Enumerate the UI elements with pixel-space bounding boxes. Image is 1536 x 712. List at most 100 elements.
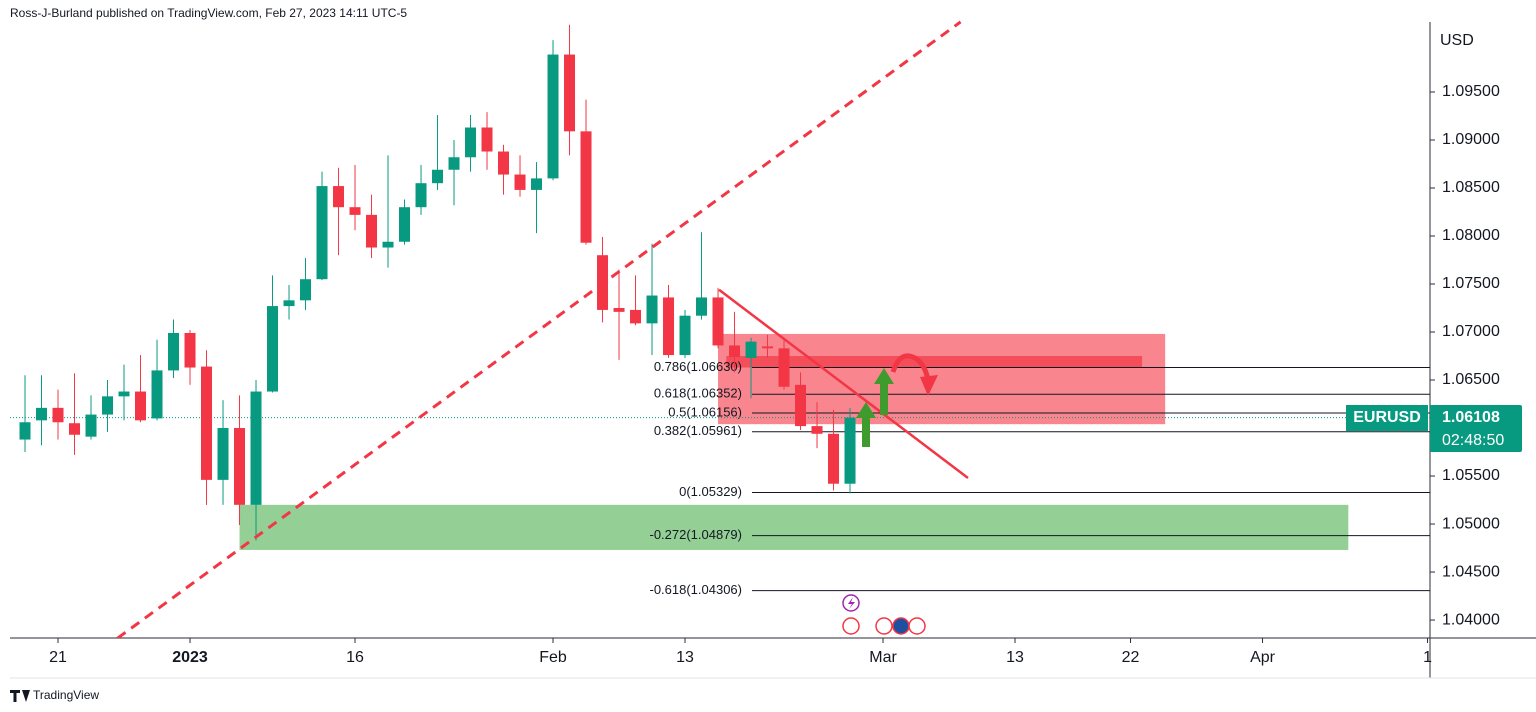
- fib-label: 0.5(1.06156): [668, 404, 742, 419]
- price-tag: EURUSD 1.06108 02:48:50: [1346, 405, 1522, 452]
- candle-body: [514, 174, 526, 190]
- candle-body: [547, 54, 559, 179]
- candle-body: [135, 391, 147, 421]
- candle-body: [283, 300, 295, 307]
- y-tick-label: 1.05000: [1442, 515, 1500, 532]
- annotations: [842, 353, 938, 635]
- candle-body: [366, 214, 378, 248]
- candle-body: [382, 241, 394, 248]
- candle-body: [663, 297, 675, 356]
- candle-body: [646, 295, 658, 324]
- candle-body: [151, 370, 163, 419]
- candle-body: [217, 428, 229, 480]
- candle-body: [762, 346, 774, 349]
- candle-body: [465, 127, 477, 158]
- x-tick-label: Feb: [539, 649, 567, 666]
- candle-body: [448, 157, 460, 170]
- candle-body: [85, 414, 97, 437]
- zone: [726, 356, 1143, 368]
- x-tick-label: 13: [676, 649, 694, 666]
- header: Ross-J-Burland published on TradingView.…: [10, 6, 407, 20]
- candle-body: [415, 183, 427, 208]
- candle-body: [828, 433, 840, 484]
- candle-body: [52, 407, 64, 423]
- candle-body: [399, 207, 411, 242]
- candle-body: [729, 345, 741, 357]
- currency: USD: [1440, 32, 1474, 49]
- candle-body: [844, 417, 856, 484]
- candle-body: [36, 407, 48, 421]
- brand: TradingView: [33, 688, 99, 702]
- flag-icon: [908, 617, 926, 635]
- candle-body: [498, 151, 510, 175]
- fib-label: 0(1.05329): [679, 484, 742, 499]
- flag-icon: [875, 617, 893, 635]
- price-box: [1430, 405, 1522, 452]
- candle-body: [19, 422, 31, 440]
- flag-icon: [842, 617, 860, 635]
- candle-body: [712, 297, 724, 346]
- fib-label: 0.382(1.05961): [654, 423, 742, 438]
- y-tick-label: 1.04500: [1442, 563, 1500, 580]
- trendline: [116, 20, 962, 638]
- candle-body: [696, 297, 708, 316]
- candle-body: [333, 186, 345, 208]
- logo: [10, 690, 30, 702]
- countdown: 02:48:50: [1442, 432, 1504, 449]
- candle-body: [745, 341, 757, 358]
- candle-body: [613, 308, 625, 312]
- candle-body: [630, 309, 642, 324]
- trendline: [718, 288, 969, 479]
- y-tick-label: 1.04000: [1442, 611, 1500, 628]
- fib-label: 0.618(1.06352): [654, 386, 742, 401]
- y-tick-label: 1.05500: [1442, 467, 1500, 484]
- symbol: EURUSD: [1353, 409, 1421, 426]
- curved-arrow-head: [920, 375, 938, 396]
- fib-label: -0.618(1.04306): [649, 582, 742, 597]
- x-tick-label: Apr: [1250, 649, 1276, 666]
- candle-body: [184, 332, 196, 368]
- x-tick-label: 2023: [172, 649, 208, 666]
- candle-body: [564, 54, 576, 132]
- y-tick-label: 1.09500: [1442, 83, 1500, 100]
- zone: [718, 333, 1166, 425]
- y-tick-label: 1.09000: [1442, 131, 1500, 148]
- x-tick-label: 13: [1006, 649, 1024, 666]
- y-tick-label: 1.08000: [1442, 227, 1500, 244]
- fib-label: 0.786(1.06630): [654, 359, 742, 374]
- y-tick-label: 1.07500: [1442, 275, 1500, 292]
- fib-label: -0.272(1.04879): [649, 527, 742, 542]
- candle-body: [69, 423, 81, 435]
- candle-body: [316, 186, 328, 280]
- x-tick-label: 16: [346, 649, 364, 666]
- x-tick-label: 22: [1122, 649, 1140, 666]
- last-price-label: 1.06108: [1442, 409, 1500, 426]
- candle-body: [580, 131, 592, 243]
- curved-arrow: [890, 353, 931, 381]
- y-tick-label: 1.06500: [1442, 371, 1500, 388]
- candle-body: [679, 315, 691, 356]
- candle-body: [267, 306, 279, 392]
- candle-body: [118, 391, 130, 397]
- candle-body: [811, 426, 823, 434]
- x-tick-label: 1: [1423, 649, 1432, 666]
- x-tick-label: Mar: [869, 649, 897, 666]
- candle-body: [778, 348, 790, 387]
- candle-body: [300, 279, 312, 301]
- y-tick-label: 1.07000: [1442, 323, 1500, 340]
- candle-body: [432, 169, 444, 184]
- candle-body: [234, 428, 246, 505]
- x-tick-label: 21: [49, 649, 67, 666]
- candle-body: [349, 207, 361, 215]
- symbol-tag: [1346, 405, 1428, 431]
- candle-body: [250, 391, 262, 505]
- candle-body: [102, 396, 114, 415]
- y-tick-label: 1.08500: [1442, 179, 1500, 196]
- event-icon: [848, 597, 855, 609]
- candle-body: [201, 366, 213, 480]
- zone: [239, 504, 1349, 550]
- candle-body: [481, 127, 493, 152]
- candle-body: [795, 384, 807, 427]
- flag-icon: [892, 617, 910, 635]
